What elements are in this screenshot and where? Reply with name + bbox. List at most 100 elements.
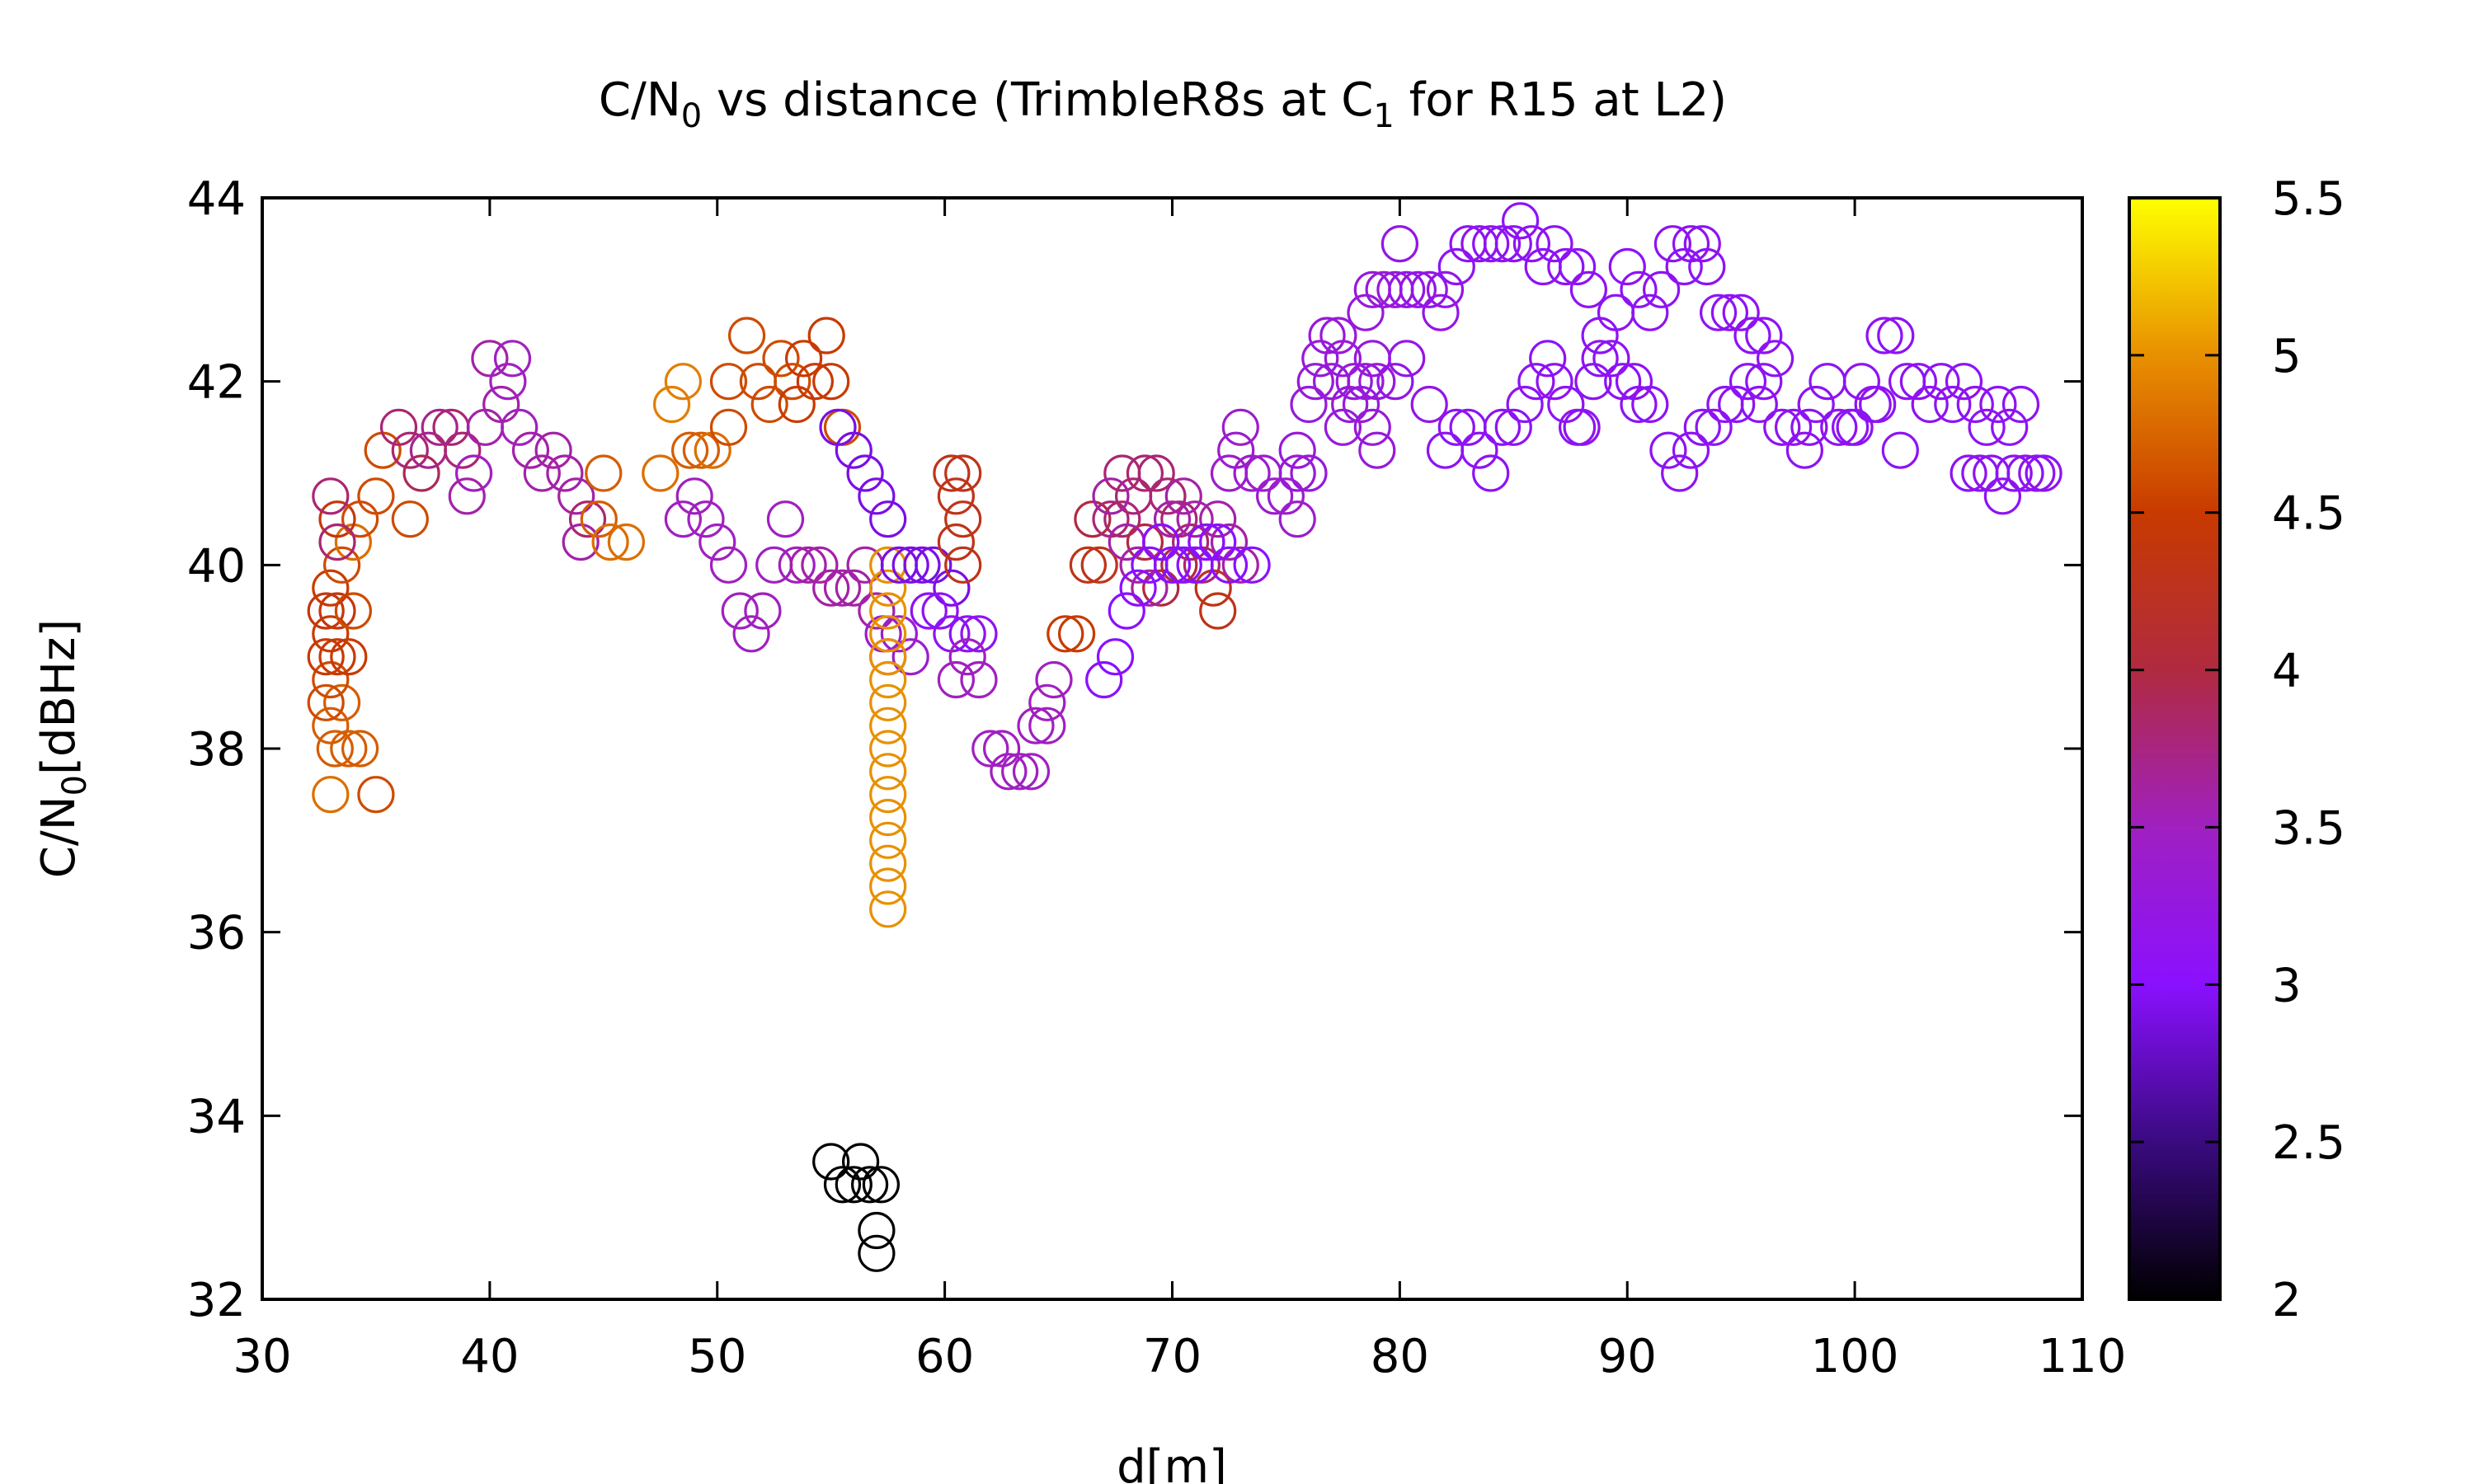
data-point	[891, 638, 929, 676]
data-point	[642, 454, 680, 492]
data-point	[568, 500, 607, 538]
data-point	[1695, 408, 1733, 446]
data-point	[1700, 294, 1738, 331]
data-point	[1324, 408, 1362, 446]
data-point	[933, 615, 971, 653]
data-point	[1956, 385, 1994, 424]
data-point	[960, 615, 998, 653]
data-point	[1399, 270, 1437, 308]
data-point	[1233, 546, 1271, 584]
data-point	[1745, 317, 1783, 355]
data-point	[971, 730, 1009, 768]
data-point	[1745, 363, 1783, 401]
data-point	[562, 523, 600, 561]
colorbar	[2128, 196, 2222, 1301]
data-point	[1506, 385, 1544, 424]
y-tick-labels: 32 34 36 38 40 42 44	[187, 172, 246, 1327]
data-point	[493, 340, 532, 378]
data-point	[444, 431, 482, 469]
data-point	[1164, 477, 1202, 515]
data-point	[915, 546, 952, 584]
data-point	[1757, 340, 1794, 378]
data-point	[858, 477, 896, 515]
data-point	[778, 546, 816, 584]
x-tick-label: 30	[233, 1330, 291, 1383]
data-point	[850, 1166, 889, 1204]
data-point	[762, 340, 800, 378]
data-point	[1347, 294, 1385, 331]
data-point	[557, 477, 595, 515]
data-point	[341, 500, 379, 538]
data-point	[1934, 385, 1972, 424]
data-point	[1494, 408, 1532, 446]
x-tick-label: 100	[1811, 1330, 1899, 1383]
y-tick-label: 38	[187, 723, 246, 777]
data-point	[1529, 340, 1567, 378]
data-point	[1672, 431, 1710, 469]
data-point	[1683, 225, 1721, 263]
data-point	[402, 454, 440, 492]
data-point	[466, 408, 505, 446]
data-point	[835, 1166, 872, 1204]
data-point	[1710, 294, 1748, 331]
data-point	[823, 569, 862, 607]
data-point	[903, 546, 941, 584]
data-point	[364, 431, 402, 469]
data-point	[1950, 454, 1987, 492]
data-point	[591, 523, 629, 561]
data-point	[334, 592, 372, 630]
data-point	[1210, 546, 1249, 584]
data-point	[1126, 523, 1164, 561]
data-point	[1267, 477, 1305, 515]
data-point	[944, 546, 982, 584]
data-point	[670, 431, 709, 469]
data-point	[1631, 385, 1669, 424]
data-point	[580, 500, 618, 538]
data-point	[1718, 385, 1756, 424]
data-point	[1153, 546, 1192, 584]
data-point	[448, 477, 486, 515]
data-point	[862, 1166, 901, 1204]
data-point	[858, 1211, 896, 1250]
x-tick-label: 40	[460, 1330, 519, 1383]
data-point	[858, 592, 896, 630]
data-point	[501, 408, 539, 446]
data-point	[721, 592, 759, 630]
data-point	[869, 615, 907, 653]
data-point	[664, 500, 703, 538]
data-point	[341, 730, 379, 768]
data-point	[807, 317, 845, 355]
data-point	[1426, 431, 1465, 469]
data-point	[789, 546, 827, 584]
data-point	[334, 523, 372, 561]
x-tick-label: 110	[2039, 1330, 2127, 1383]
data-point	[891, 546, 929, 584]
data-point	[869, 707, 907, 744]
data-point	[1808, 363, 1846, 401]
colorbar-tick-label: 4	[2272, 645, 2302, 698]
data-point	[1683, 408, 1721, 446]
data-point	[937, 660, 976, 699]
data-point	[1080, 546, 1118, 584]
data-point	[1278, 454, 1316, 492]
data-point	[1460, 431, 1498, 469]
data-point	[1047, 615, 1084, 653]
data-point	[607, 523, 646, 561]
data-point	[744, 592, 782, 630]
data-point	[784, 340, 823, 378]
data-point	[1221, 546, 1259, 584]
data-point	[312, 615, 350, 653]
data-point	[990, 753, 1028, 791]
data-point	[454, 454, 493, 492]
data-point	[812, 1143, 850, 1181]
data-point	[1859, 385, 1897, 424]
data-point	[1164, 546, 1202, 584]
data-point	[307, 592, 345, 630]
data-point	[391, 500, 429, 538]
data-point	[835, 431, 872, 469]
data-point	[391, 431, 429, 469]
data-point	[1153, 500, 1192, 538]
data-point	[1149, 477, 1187, 515]
data-point	[307, 683, 345, 721]
data-point	[1069, 546, 1108, 584]
